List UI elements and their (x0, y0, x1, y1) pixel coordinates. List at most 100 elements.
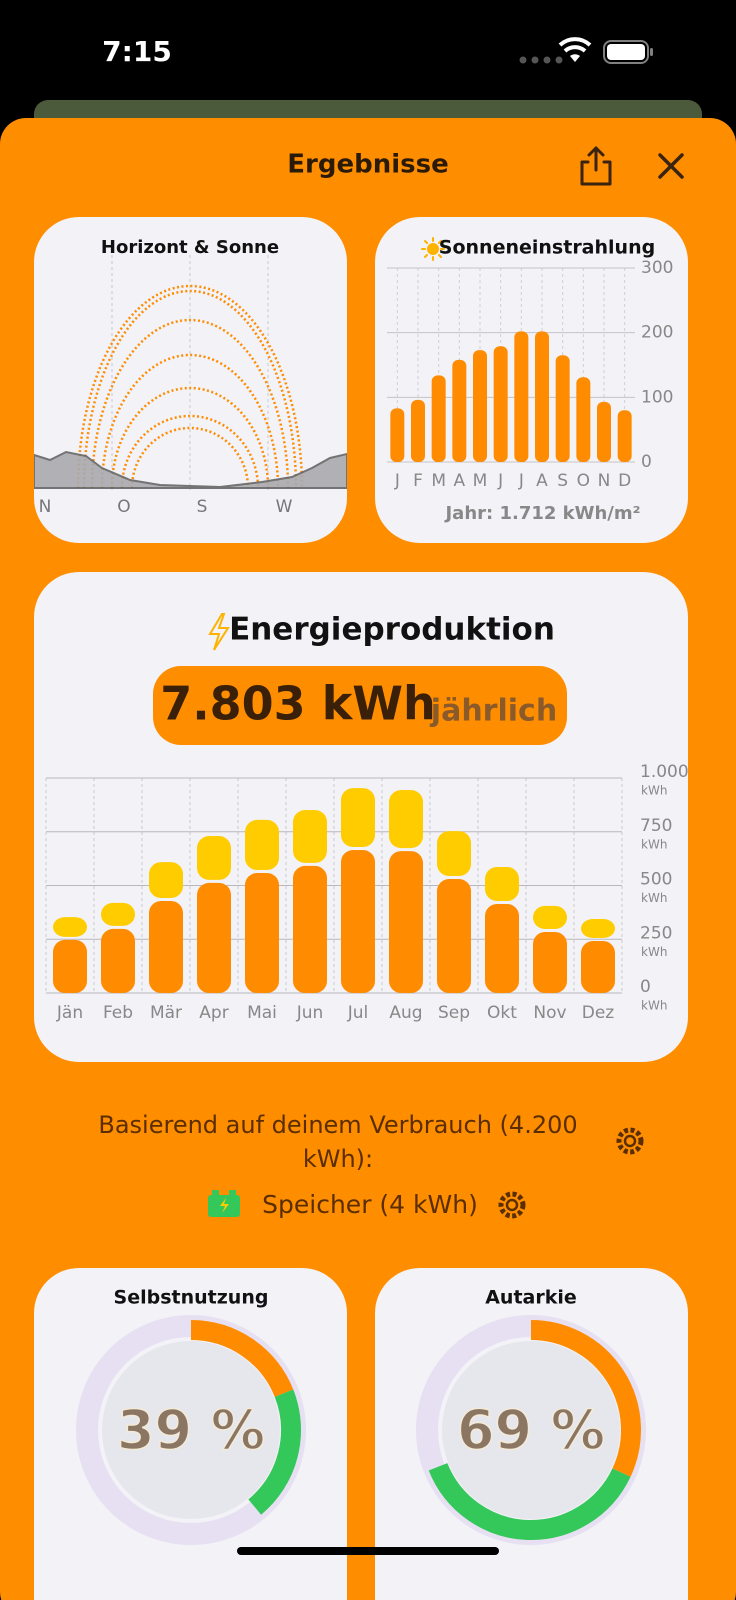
y-tick-label: 500 (640, 870, 672, 890)
y-tick-label: 750 (640, 816, 672, 836)
x-tick-label: Okt (487, 1003, 517, 1023)
x-tick-label: A (454, 471, 466, 491)
bar-segment (53, 917, 87, 937)
bar-segment (293, 810, 327, 863)
bar (555, 355, 570, 462)
x-tick-label: J (497, 471, 503, 491)
bar (452, 359, 467, 462)
total-value: 7.803 kWh (160, 677, 436, 731)
bar-segment (101, 928, 135, 993)
x-tick-label: S (197, 497, 208, 517)
sun-arc (100, 353, 280, 489)
share-button[interactable] (580, 146, 612, 186)
bar-segment (53, 939, 87, 993)
bar (576, 377, 591, 462)
y-unit-label: kWh (641, 837, 667, 851)
x-tick-label: Nov (533, 1003, 566, 1023)
bar (431, 375, 446, 462)
x-tick-label: Dez (582, 1003, 615, 1023)
bar-segment (533, 931, 567, 993)
y-unit-label: kWh (641, 891, 667, 905)
donut-segment (248, 1389, 301, 1515)
y-tick-label: 250 (640, 923, 672, 943)
horizon (34, 450, 347, 489)
total-pill (153, 666, 567, 745)
sun-arc (90, 318, 290, 489)
bar-segment (149, 900, 183, 993)
chart-title: Horizont & Sonne (101, 237, 279, 258)
x-tick-label: A (536, 471, 548, 491)
consumption-text: Basierend auf deinem Verbrauch (4.200 (98, 1111, 577, 1139)
donut-title: Selbstnutzung (114, 1287, 269, 1309)
settings-button[interactable] (616, 1127, 644, 1155)
x-tick-label: O (117, 497, 130, 517)
bar-segment (245, 819, 279, 871)
donut-segment (190, 1320, 294, 1398)
x-tick-label: S (557, 471, 568, 491)
bar-segment (437, 831, 471, 877)
donut-segment (530, 1320, 641, 1477)
bar (597, 401, 611, 462)
settings-button[interactable] (498, 1191, 526, 1219)
sun-arc (82, 289, 298, 489)
bar (390, 408, 405, 462)
y-tick-label: 200 (641, 323, 673, 343)
x-tick-label: Jul (347, 1003, 369, 1023)
x-tick-label: M (473, 471, 488, 491)
sun-arc (120, 414, 260, 489)
x-tick-label: J (518, 471, 524, 491)
chart-footer: Jahr: 1.712 kWh/m² (443, 503, 640, 524)
status-time: 7:15 (102, 35, 172, 68)
x-tick-label: Feb (103, 1003, 133, 1023)
x-tick-label: M (431, 471, 446, 491)
x-tick-label: N (39, 497, 52, 517)
x-tick-label: Sep (438, 1003, 470, 1023)
sun-arc (76, 284, 304, 489)
bar-segment (197, 882, 231, 993)
bar (514, 331, 529, 462)
consumption-text: kWh): (303, 1145, 373, 1173)
bar (493, 346, 508, 462)
y-tick-label: 1.000 (640, 762, 689, 782)
x-tick-label: F (413, 471, 423, 491)
header-title: Ergebnisse (287, 150, 448, 180)
lightning-icon (208, 613, 230, 651)
card (34, 217, 347, 543)
bar-segment (581, 919, 615, 938)
bar-segment (101, 902, 135, 926)
storage-text: Speicher (4 kWh) (262, 1190, 478, 1219)
x-tick-label: O (577, 471, 590, 491)
x-tick-label: Jun (296, 1003, 324, 1023)
bar-segment (245, 873, 279, 993)
x-tick-label: Mai (247, 1003, 277, 1023)
x-tick-label: Aug (389, 1003, 422, 1023)
status-icons (519, 37, 653, 64)
bar-segment (389, 790, 423, 849)
donut-center (102, 1341, 280, 1519)
sun-arc (110, 386, 270, 489)
bar-segment (197, 836, 231, 880)
x-tick-label: J (394, 471, 400, 491)
x-tick-label: N (598, 471, 611, 491)
donut-segment (428, 1462, 631, 1540)
donut-title: Autarkie (485, 1287, 577, 1309)
bar-segment (341, 788, 375, 848)
x-tick-label: D (618, 471, 631, 491)
donut-center (442, 1341, 620, 1519)
y-tick-label: 0 (641, 452, 652, 472)
chart-title: Sonneneinstrahlung (439, 237, 655, 259)
bar-segment (293, 865, 327, 993)
y-unit-label: kWh (641, 784, 667, 798)
sun-path-chart (34, 255, 347, 490)
close-button[interactable] (658, 153, 684, 179)
bar (617, 410, 632, 462)
bar (411, 399, 425, 462)
bar-segment (437, 879, 471, 993)
chart-title: Energieproduktion (229, 612, 555, 648)
y-unit-label: kWh (641, 945, 667, 959)
x-tick-label: W (276, 497, 293, 517)
bar (473, 350, 487, 462)
y-tick-label: 0 (640, 977, 651, 997)
sun-icon (421, 237, 445, 261)
